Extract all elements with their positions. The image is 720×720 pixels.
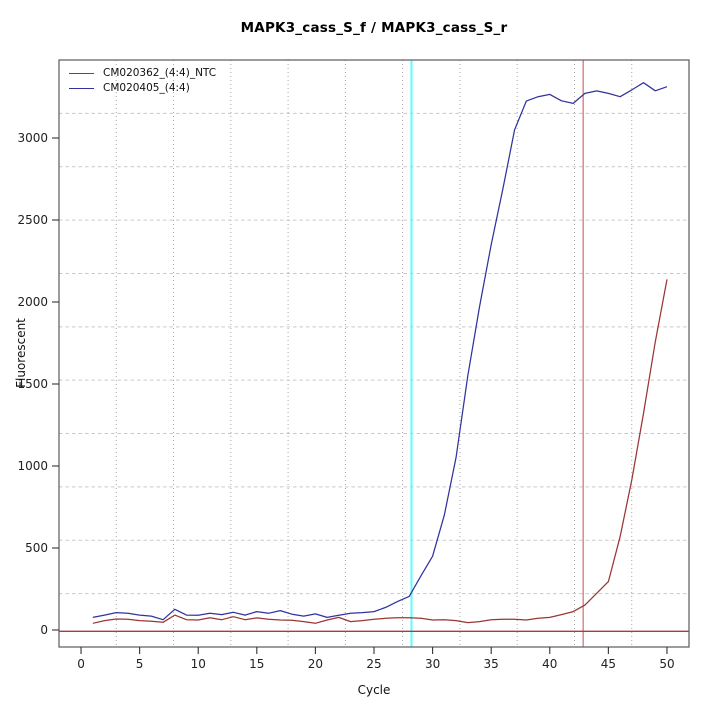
y-tick-label: 500	[25, 541, 48, 555]
x-tick-label: 0	[77, 657, 85, 671]
y-tick-label: 2000	[17, 295, 48, 309]
x-tick-label: 5	[136, 657, 144, 671]
x-axis-label: Cycle	[357, 683, 391, 697]
plot-box	[58, 59, 690, 648]
series-line-0	[92, 279, 668, 624]
y-axis-label: Fluorescent	[14, 318, 28, 388]
x-tick-label: 10	[191, 657, 206, 671]
x-tick-label: 45	[601, 657, 616, 671]
legend-line-swatch-blue	[69, 88, 94, 89]
legend: CM020362_(4:4)_NTC CM020405_(4:4)	[69, 67, 216, 95]
legend-item-sample: CM020405_(4:4)	[69, 82, 216, 95]
y-tick-label: 2500	[17, 213, 48, 227]
x-tick-label: 35	[484, 657, 499, 671]
x-tick-label: 20	[308, 657, 323, 671]
plot-title: MAPK3_cass_S_f / MAPK3_cass_S_r	[240, 20, 508, 36]
legend-label-ntc: CM020362_(4:4)_NTC	[103, 67, 217, 79]
y-tick-label: 3000	[17, 131, 48, 145]
legend-item-ntc: CM020362_(4:4)_NTC	[69, 67, 216, 80]
y-tick-label: 1000	[17, 459, 48, 473]
x-tick-label: 15	[249, 657, 264, 671]
legend-line-swatch-red	[69, 73, 94, 74]
x-tick-label: 50	[659, 657, 674, 671]
x-tick-label: 40	[542, 657, 557, 671]
x-tick-label: 25	[366, 657, 381, 671]
y-tick-label: 0	[40, 623, 48, 637]
legend-label-sample: CM020405_(4:4)	[103, 82, 190, 94]
series-line-1	[92, 82, 668, 621]
x-tick-label: 30	[425, 657, 440, 671]
y-tick-label: 1500	[17, 377, 48, 391]
